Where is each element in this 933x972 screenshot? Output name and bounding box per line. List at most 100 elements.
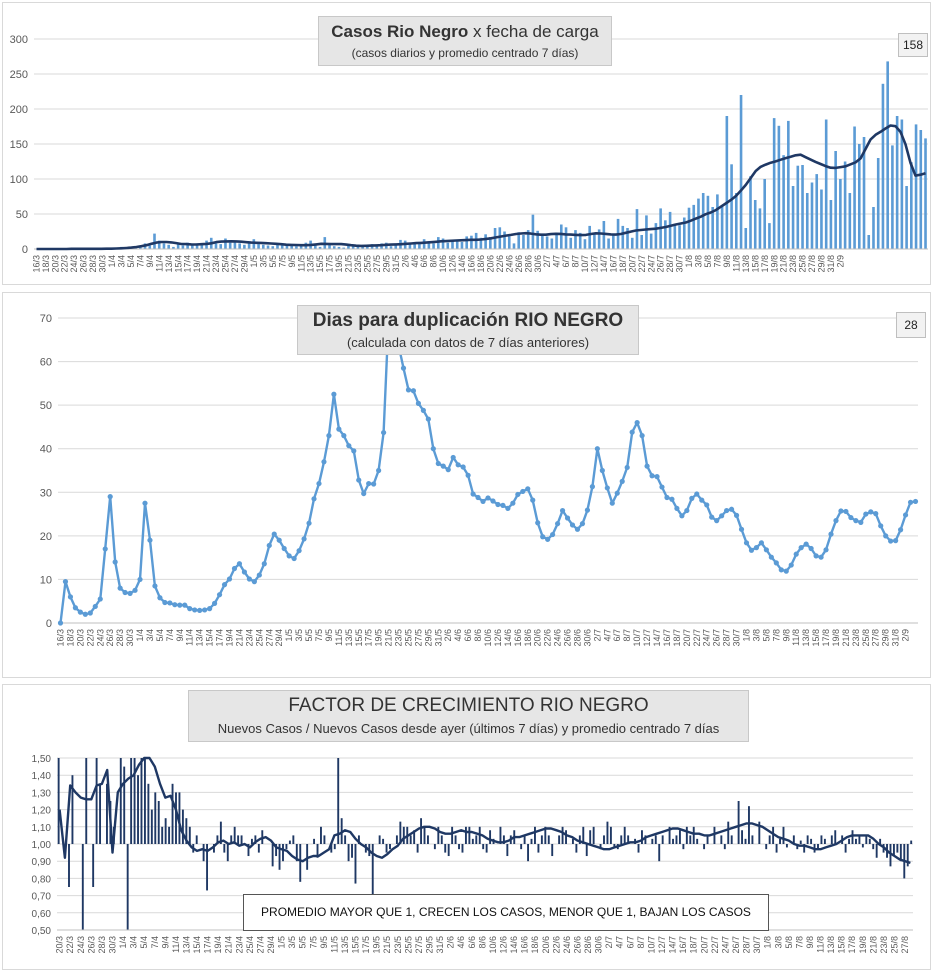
x-tick-label: 8/7 [571,255,581,268]
bar [834,151,837,249]
bar [682,844,685,850]
x-tick-label: 8/6 [429,255,439,268]
x-tick-label: 21/5 [382,936,392,954]
bar [247,242,251,249]
x-tick-label: 5/4 [155,629,165,642]
x-tick-label: 14/6 [503,629,513,647]
x-tick-label: 4/7 [552,255,562,268]
x-tick-label: 30/7 [732,629,742,647]
chart2-last-value-badge: 28 [896,312,926,338]
bar [621,225,625,249]
bar [706,195,710,249]
x-tick-label: 22/7 [637,255,647,273]
data-point [863,511,869,517]
y-tick-label: 1,30 [32,788,52,799]
x-tick-label: 30/7 [752,936,762,954]
bar [219,244,223,249]
data-point [778,567,784,573]
bar [735,193,738,249]
y-tick-label: 200 [10,104,28,116]
x-tick-label: 19/5 [372,936,382,954]
bar [689,835,692,844]
x-tick-label: 11/4 [171,936,181,953]
x-tick-label: 22/7 [692,629,702,647]
series-line [58,756,911,865]
data-point [719,513,725,519]
data-point [331,391,337,397]
bar [422,239,426,249]
x-tick-label: 14/6 [509,936,519,954]
x-tick-label: 12/7 [657,936,667,954]
bar [716,194,719,249]
x-tick-label: 28/3 [115,629,125,647]
bar [299,244,303,249]
chart3-subtitle: Nuevos Casos / Nuevos Casos desde ayer (… [217,721,720,736]
x-tick-label: 30/6 [594,936,604,954]
data-point [669,496,675,502]
bar [489,830,492,844]
bar [366,245,369,249]
chart2-title-box: Dias para duplicación RIO NEGRO (calcula… [297,305,639,355]
x-tick-label: 2/7 [592,629,602,642]
x-tick-label: 27/5 [372,255,382,273]
data-point [898,527,904,533]
bar [609,826,612,844]
bar [910,840,913,844]
bar [482,844,485,850]
bar [806,835,809,844]
chart2-title: Dias para duplicación RIO NEGRO [312,310,624,331]
bar [855,838,857,844]
bar [68,844,70,887]
data-point [858,519,864,525]
bar [673,223,677,249]
x-tick-label: 13/5 [344,629,354,647]
x-tick-label: 14/7 [652,629,662,647]
x-tick-label: 15/4 [192,936,202,954]
bar [454,835,457,844]
bar [499,826,502,844]
x-tick-label: 2/6 [400,255,410,268]
x-tick-label: 23/8 [851,629,861,647]
data-point [336,426,342,432]
bar [627,835,630,844]
bar [119,758,122,844]
data-point [286,553,292,559]
x-tick-label: 11/8 [791,629,801,646]
x-tick-label: 25/5 [362,255,372,273]
bar [810,838,813,844]
bar [318,246,322,249]
data-point [256,572,262,578]
bar [534,826,536,844]
x-tick-label: 7/8 [713,255,723,268]
x-tick-label: 2/9 [835,255,845,268]
bar [243,244,246,249]
bar [176,244,180,249]
bar [597,229,601,249]
bar [785,844,788,848]
bar [502,835,505,844]
bar [433,844,436,850]
bar [181,245,185,249]
bar [409,835,412,844]
bar [148,245,152,249]
y-tick-label: 60 [40,357,52,369]
bar [730,835,733,844]
bar [200,244,204,249]
bar [748,806,750,844]
data-point [57,620,64,626]
x-tick-label: 7/4 [150,936,160,949]
x-tick-label: 10/6 [438,255,448,273]
x-tick-label: 31/5 [435,936,445,954]
data-point [515,491,521,498]
bar [427,241,431,249]
x-tick-label: 5/8 [703,255,713,268]
x-tick-label: 11/5 [334,629,344,646]
bar [763,179,766,249]
x-tick-label: 31/5 [391,255,401,273]
bar [523,835,526,844]
bar [713,826,716,844]
series-line [36,124,926,251]
x-tick-label: 28/6 [523,255,533,273]
bar [664,220,667,249]
bar [413,242,416,249]
